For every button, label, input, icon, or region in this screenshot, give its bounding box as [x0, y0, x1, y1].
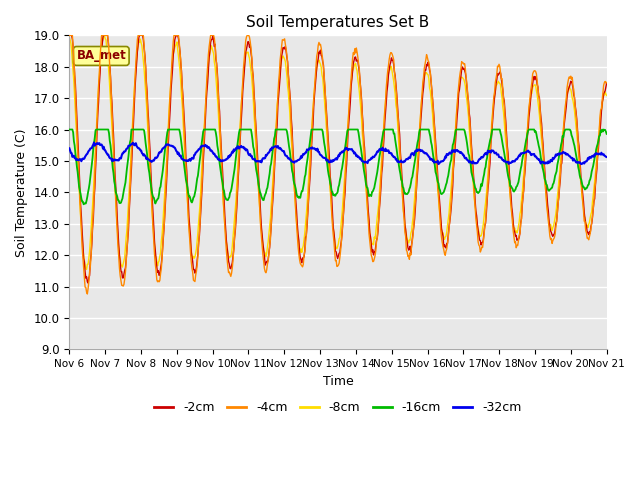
- Legend: -2cm, -4cm, -8cm, -16cm, -32cm: -2cm, -4cm, -8cm, -16cm, -32cm: [150, 396, 527, 420]
- Title: Soil Temperatures Set B: Soil Temperatures Set B: [246, 15, 429, 30]
- X-axis label: Time: Time: [323, 374, 353, 387]
- Y-axis label: Soil Temperature (C): Soil Temperature (C): [15, 128, 28, 257]
- Text: BA_met: BA_met: [76, 49, 126, 62]
